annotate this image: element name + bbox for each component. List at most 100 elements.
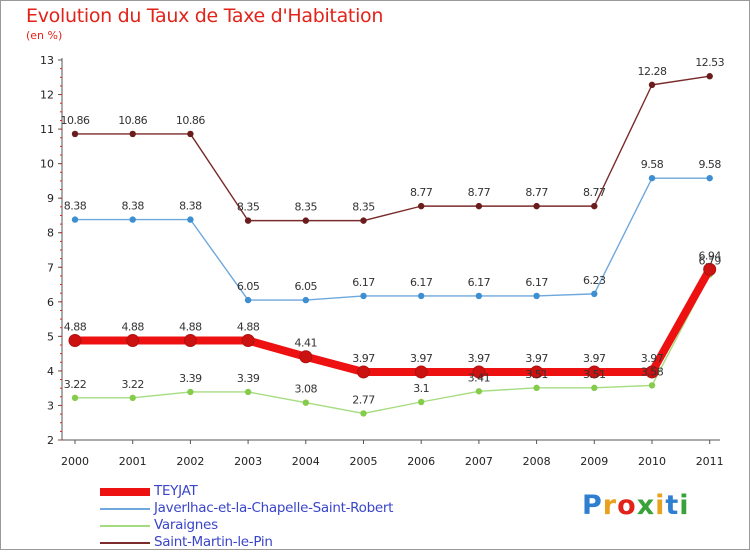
data-point — [241, 334, 255, 348]
data-label: 10.86 — [61, 114, 90, 127]
data-point — [648, 174, 656, 182]
series-line-2 — [74, 273, 711, 415]
data-label: 3.51 — [525, 368, 548, 381]
data-point — [703, 262, 717, 276]
data-point — [591, 202, 598, 210]
logo-letter: i — [655, 490, 666, 521]
data-label: 10.86 — [118, 114, 147, 127]
data-point — [129, 394, 136, 402]
data-label: 6.17 — [525, 276, 548, 289]
logo-letter: i — [679, 490, 690, 521]
data-point — [414, 365, 428, 379]
data-label: 3.97 — [641, 352, 664, 365]
data-point — [360, 217, 367, 224]
data-point — [302, 217, 309, 224]
data-label: 4.88 — [237, 321, 260, 334]
data-label: 3.58 — [641, 365, 664, 378]
data-label: 8.35 — [237, 201, 260, 214]
data-point — [533, 384, 540, 392]
data-point — [648, 382, 656, 389]
logo-letter: o — [617, 490, 637, 521]
data-point — [418, 398, 425, 406]
legend-label-saint-martin: Saint-Martin-le-Pin — [154, 534, 273, 550]
data-point — [591, 290, 598, 298]
series-line-1 — [74, 177, 711, 301]
chart-title: Evolution du Taux de Taxe d'Habitation — [26, 5, 384, 27]
y-tick-label: 4 — [47, 365, 54, 378]
x-tick-label: 2007 — [465, 455, 493, 468]
data-point — [357, 365, 370, 379]
data-point — [129, 216, 136, 223]
data-label: 4.41 — [295, 337, 318, 350]
x-tick-label: 2009 — [580, 455, 608, 468]
data-label: 8.38 — [179, 200, 202, 213]
data-label: 4.88 — [121, 321, 144, 334]
data-point — [126, 334, 140, 348]
data-label: 8.35 — [352, 201, 375, 214]
legend-label-teyjat: TEYJAT — [154, 483, 198, 499]
legend-label-javerlhac: Javerlhac-et-la-Chapelle-Saint-Robert — [154, 500, 394, 516]
data-point — [302, 296, 309, 304]
data-point — [183, 334, 197, 348]
data-label: 3.97 — [410, 352, 433, 365]
data-label: 6.23 — [583, 274, 606, 287]
data-label: 3.1 — [413, 382, 429, 395]
data-label: 3.97 — [525, 352, 548, 365]
y-tick-label: 8 — [47, 227, 54, 240]
data-label: 10.86 — [176, 114, 205, 127]
data-point — [706, 174, 713, 182]
y-tick-label: 13 — [40, 54, 54, 67]
series-line-0 — [71, 265, 714, 376]
data-point — [475, 202, 483, 210]
x-tick-label: 2011 — [696, 455, 724, 468]
data-label: 8.77 — [525, 186, 548, 199]
data-point — [244, 217, 252, 224]
data-point — [299, 350, 313, 364]
data-point — [533, 202, 540, 210]
data-point — [472, 365, 486, 379]
data-label: 3.41 — [468, 371, 491, 384]
legend-label-varaignes: Varaignes — [154, 517, 218, 533]
data-label: 8.38 — [121, 200, 144, 213]
logo-letter: r — [602, 490, 618, 521]
y-tick-label: 12 — [40, 89, 54, 102]
data-point — [187, 130, 194, 138]
data-point — [530, 365, 544, 379]
data-point — [648, 81, 656, 89]
x-tick-label: 2005 — [350, 455, 378, 468]
data-label: 8.77 — [468, 186, 491, 199]
data-point — [244, 388, 252, 396]
data-label: 3.22 — [121, 378, 144, 391]
x-tick-label: 2008 — [523, 455, 551, 468]
x-tick-label: 2006 — [407, 455, 435, 468]
data-label: 12.53 — [695, 56, 724, 69]
series-line-3 — [74, 75, 711, 222]
data-label: 8.77 — [583, 186, 606, 199]
y-tick-label: 6 — [47, 296, 54, 309]
x-tick-label: 2001 — [119, 455, 147, 468]
data-label: 3.51 — [583, 368, 606, 381]
y-tick-label: 7 — [47, 261, 54, 274]
data-point — [475, 388, 483, 395]
data-point — [71, 216, 79, 223]
legend-swatch-teyjat — [100, 488, 150, 496]
data-point — [71, 130, 79, 138]
data-point — [71, 394, 79, 402]
data-label: 3.97 — [352, 352, 375, 365]
data-point — [187, 216, 194, 223]
legend-swatch-javerlhac — [100, 508, 150, 510]
value-labels: 4.88 4.88 4.88 4.88 4.41 3.97 3.97 3.97 3.97 3.97… — [61, 56, 726, 406]
data-label: 3.97 — [583, 352, 606, 365]
data-point — [360, 410, 367, 417]
axes: 2 3 4 5 6 7 8 9 10 11 12 13 2000 2001 2002 2003 2004 2005… — [40, 54, 724, 468]
data-label: 3.22 — [64, 378, 87, 391]
logo-letter: P — [582, 490, 603, 521]
y-tick-label: 11 — [40, 123, 54, 136]
x-tick-label: 2004 — [292, 455, 320, 468]
data-label: 3.39 — [237, 372, 260, 385]
data-label: 8.77 — [410, 186, 433, 199]
data-point — [533, 292, 540, 300]
data-label: 6.17 — [410, 276, 433, 289]
units-label: (en %) — [26, 29, 63, 42]
